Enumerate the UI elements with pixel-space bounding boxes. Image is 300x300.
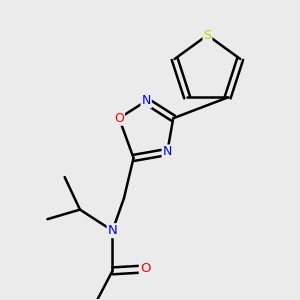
Text: S: S (203, 28, 211, 42)
Text: N: N (108, 224, 117, 237)
Text: O: O (140, 262, 150, 275)
Text: O: O (114, 112, 124, 125)
Text: N: N (142, 94, 151, 107)
Text: N: N (163, 146, 172, 158)
